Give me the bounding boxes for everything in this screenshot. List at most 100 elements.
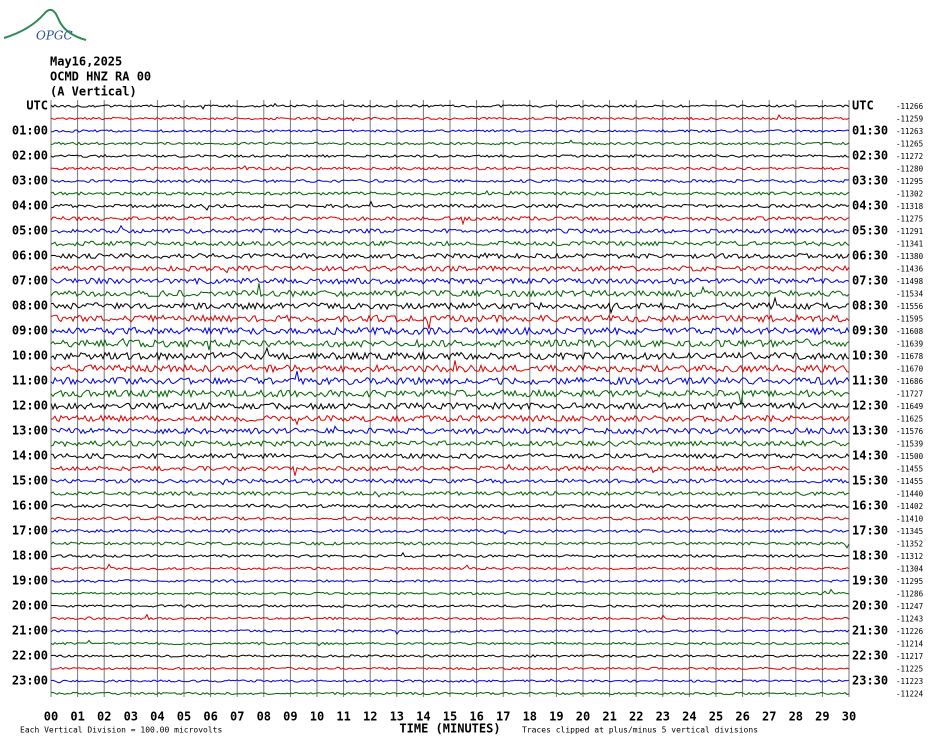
right-time-label: 17:30 [852, 524, 888, 538]
x-tick-label: 04 [150, 710, 164, 724]
right-time-label: 18:30 [852, 549, 888, 563]
trace [50, 215, 850, 226]
trace [50, 452, 850, 460]
left-time-label: 10:00 [12, 349, 48, 363]
trace [50, 503, 850, 509]
offset-label: -11280 [896, 165, 924, 174]
offset-label: -11608 [896, 327, 924, 336]
left-time-label: 08:00 [12, 299, 48, 313]
trace [50, 666, 850, 671]
right-time-label: 13:30 [852, 424, 888, 438]
trace [50, 102, 850, 110]
x-tick-label: 21 [602, 710, 616, 724]
left-time-label: 06:00 [12, 249, 48, 263]
trace [50, 401, 850, 411]
left-time-label: 14:00 [12, 449, 48, 463]
left-time-label: 20:00 [12, 599, 48, 613]
offset-label: -11345 [896, 527, 923, 536]
x-tick-label: 27 [762, 710, 776, 724]
offset-label: -11727 [896, 390, 923, 399]
x-tick-label: 00 [44, 710, 58, 724]
left-time-label: 09:00 [12, 324, 48, 338]
left-time-label: 23:00 [12, 674, 48, 688]
title-date: May16,2025 [50, 55, 122, 69]
x-tick-label: 22 [629, 710, 643, 724]
offset-label: -11539 [896, 440, 923, 449]
x-tick-label: 10 [310, 710, 324, 724]
trace [50, 313, 850, 330]
offset-label: -11649 [896, 402, 923, 411]
left-time-label: 04:00 [12, 199, 48, 213]
right-time-label: 03:30 [852, 174, 888, 188]
trace [50, 639, 850, 647]
trace [50, 276, 850, 286]
trace [50, 388, 850, 405]
offset-label: -11436 [896, 265, 924, 274]
offset-label: -11247 [896, 602, 923, 611]
offset-label: -11214 [896, 640, 924, 649]
x-tick-label: 30 [842, 710, 856, 724]
offset-label: -11498 [896, 277, 924, 286]
trace [50, 252, 850, 260]
trace [50, 463, 849, 476]
offset-label: -11223 [896, 677, 923, 686]
trace [50, 629, 850, 636]
offset-label: -11500 [896, 452, 924, 461]
offset-label: -11295 [896, 177, 923, 186]
x-tick-label: 29 [815, 710, 829, 724]
right-time-label: 05:30 [852, 224, 888, 238]
x-tick-label: 09 [283, 710, 297, 724]
right-time-label: 12:30 [852, 399, 888, 413]
trace [50, 551, 850, 559]
right-time-label: 16:30 [852, 499, 888, 513]
x-tick-label: 02 [97, 710, 111, 724]
offset-label: -11224 [896, 690, 924, 699]
title-station: OCMD HNZ RA 00 [50, 70, 151, 84]
right-time-label: 08:30 [852, 299, 888, 313]
offset-label: -11304 [896, 565, 924, 574]
offset-label: -11595 [896, 315, 923, 324]
x-tick-label: 25 [709, 710, 723, 724]
offset-label: -11259 [896, 115, 923, 124]
left-time-label: 01:00 [12, 124, 48, 138]
offset-label: -11295 [896, 577, 923, 586]
right-time-label: 21:30 [852, 624, 888, 638]
offset-label: -11341 [896, 240, 923, 249]
x-tick-label: 01 [70, 710, 84, 724]
trace [50, 370, 850, 386]
right-time-label: 19:30 [852, 574, 888, 588]
x-tick-label: 06 [203, 710, 217, 724]
x-tick-label: 24 [682, 710, 696, 724]
right-time-label: 20:30 [852, 599, 888, 613]
right-time-label: 02:30 [852, 149, 888, 163]
trace [50, 440, 850, 448]
offset-label: -11217 [896, 652, 923, 661]
footer-right: Traces clipped at plus/minus 5 vertical … [522, 726, 758, 735]
right-time-label: UTC [852, 99, 874, 113]
offset-label: -11440 [896, 490, 924, 499]
offset-label: -11556 [896, 302, 924, 311]
left-time-label: 02:00 [12, 149, 48, 163]
offset-label: -11670 [896, 365, 924, 374]
offset-label: -11352 [896, 540, 923, 549]
x-tick-label: 08 [257, 710, 271, 724]
left-time-label: 22:00 [12, 649, 48, 663]
trace [50, 490, 850, 498]
logo-curve [3, 8, 87, 41]
offset-label: -11312 [896, 552, 923, 561]
right-time-label: 07:30 [852, 274, 888, 288]
trace [50, 478, 850, 486]
trace [50, 425, 850, 436]
x-tick-label: 23 [656, 710, 670, 724]
trace [50, 604, 850, 608]
trace [50, 691, 850, 696]
offset-label: -11275 [896, 215, 923, 224]
trace [50, 153, 850, 159]
offset-label: -11380 [896, 252, 924, 261]
offset-label: -11286 [896, 590, 924, 599]
trace [50, 189, 850, 196]
x-tick-label: 18 [523, 710, 537, 724]
right-time-label: 09:30 [852, 324, 888, 338]
offset-label: -11576 [896, 427, 924, 436]
trace [50, 240, 850, 247]
